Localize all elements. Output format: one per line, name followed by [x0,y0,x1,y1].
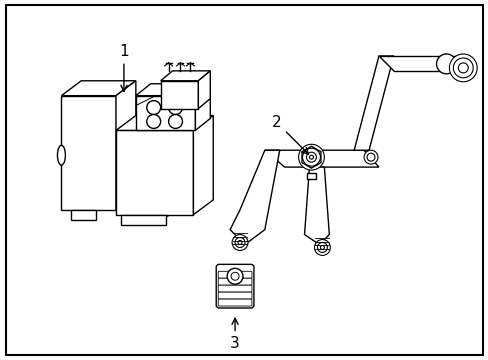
Polygon shape [161,81,198,109]
Polygon shape [116,130,193,215]
Polygon shape [61,96,116,210]
Circle shape [314,239,330,255]
Polygon shape [61,81,136,96]
Circle shape [168,100,182,114]
Polygon shape [116,116,213,130]
Polygon shape [116,81,136,210]
Circle shape [146,114,161,129]
Polygon shape [71,210,96,220]
Circle shape [143,168,167,192]
Circle shape [436,54,455,74]
Circle shape [298,144,324,170]
Circle shape [320,246,324,249]
Polygon shape [264,150,378,167]
Polygon shape [353,56,393,150]
FancyBboxPatch shape [218,271,251,278]
Circle shape [364,150,377,164]
Polygon shape [195,84,210,130]
Text: 2: 2 [271,115,308,154]
Text: 1: 1 [119,44,128,91]
Polygon shape [161,71,210,81]
Circle shape [231,272,239,280]
Polygon shape [136,96,195,130]
Polygon shape [136,84,210,96]
Ellipse shape [57,145,65,165]
Circle shape [302,148,320,166]
FancyBboxPatch shape [218,278,251,285]
Polygon shape [193,116,213,215]
Circle shape [309,155,313,159]
Polygon shape [198,71,210,109]
Polygon shape [378,56,457,71]
Polygon shape [230,150,279,244]
Circle shape [226,268,243,284]
Circle shape [457,63,468,73]
Polygon shape [306,173,316,179]
FancyBboxPatch shape [216,264,253,308]
Circle shape [317,243,326,252]
Polygon shape [121,215,165,225]
Circle shape [146,100,161,114]
Polygon shape [304,167,328,244]
FancyBboxPatch shape [218,292,251,299]
Circle shape [366,153,374,161]
FancyBboxPatch shape [218,299,251,306]
Circle shape [232,235,247,251]
Text: 3: 3 [230,318,240,351]
FancyBboxPatch shape [218,285,251,292]
Circle shape [452,58,472,78]
Circle shape [168,114,182,129]
Circle shape [448,54,476,82]
Circle shape [118,142,193,218]
Circle shape [306,152,316,162]
Circle shape [235,238,244,247]
Circle shape [238,240,242,244]
